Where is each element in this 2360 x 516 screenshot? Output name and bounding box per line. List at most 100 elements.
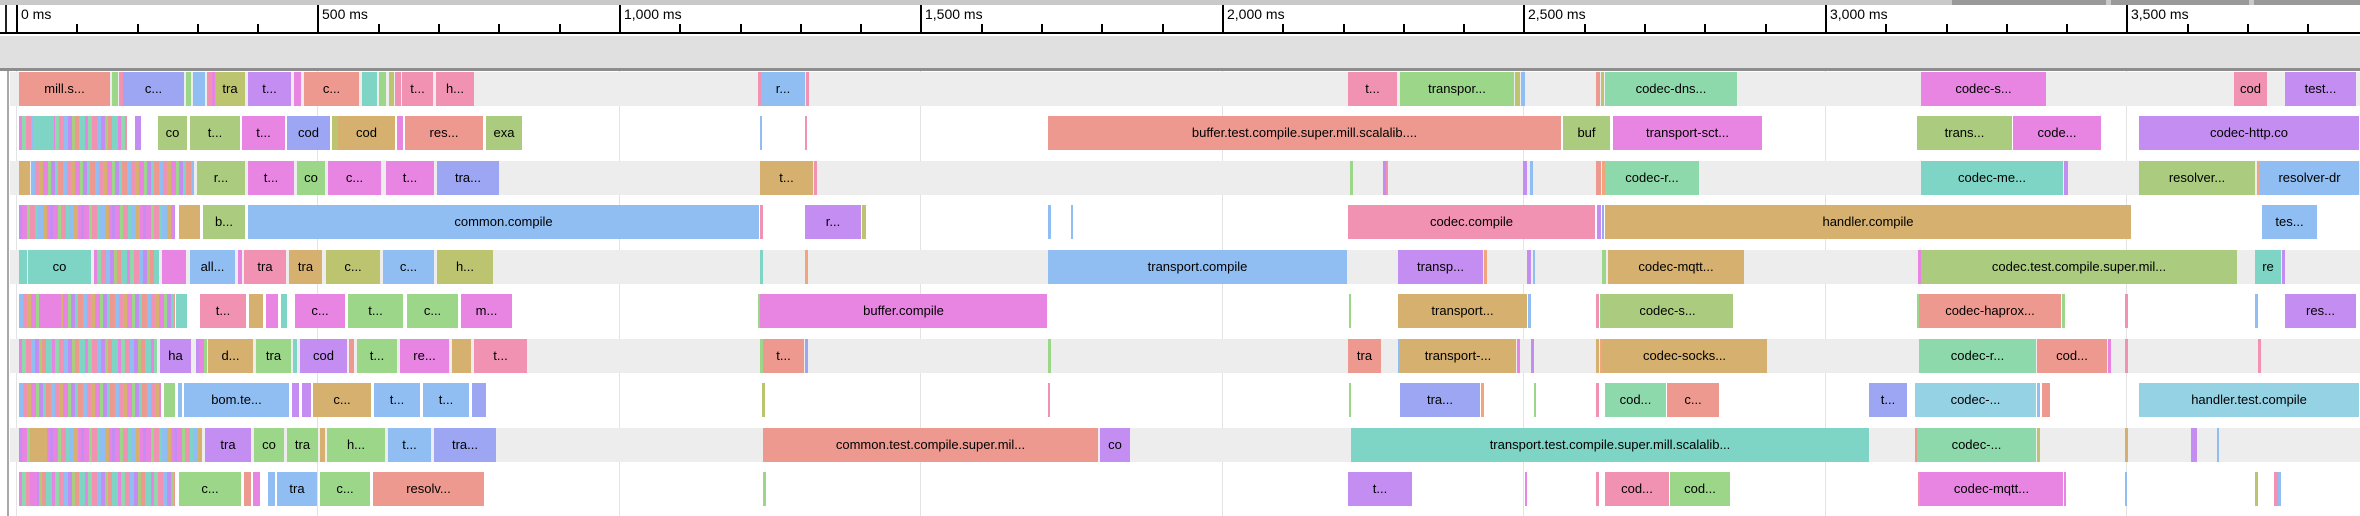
trace-slice[interactable]: res... bbox=[405, 116, 483, 150]
trace-slice[interactable] bbox=[244, 472, 251, 506]
trace-slice[interactable] bbox=[33, 116, 54, 150]
trace-slice[interactable] bbox=[2125, 294, 2128, 328]
trace-slice[interactable]: codec-... bbox=[1917, 428, 2036, 462]
trace-slice[interactable] bbox=[762, 383, 765, 417]
trace-slice[interactable] bbox=[2042, 383, 2050, 417]
trace-slice[interactable] bbox=[281, 294, 287, 328]
trace-slice[interactable] bbox=[758, 294, 760, 328]
trace-slice[interactable] bbox=[162, 250, 186, 284]
trace-slice[interactable]: t... bbox=[374, 383, 420, 417]
trace-sliver-cluster[interactable] bbox=[19, 428, 202, 462]
trace-slice[interactable]: transport-... bbox=[1400, 339, 1516, 373]
trace-slice[interactable] bbox=[1521, 72, 1525, 106]
trace-slice[interactable] bbox=[164, 383, 175, 417]
trace-slice[interactable] bbox=[1071, 205, 1073, 239]
trace-slice[interactable]: t... bbox=[388, 428, 431, 462]
trace-slice[interactable]: bom.te... bbox=[184, 383, 289, 417]
trace-slice[interactable]: codec-dns... bbox=[1605, 72, 1737, 106]
trace-slice[interactable]: common.compile bbox=[248, 205, 759, 239]
trace-slice[interactable] bbox=[1918, 472, 1920, 506]
trace-slice[interactable]: common.test.compile.super.mil... bbox=[763, 428, 1098, 462]
trace-slice[interactable]: handler.compile bbox=[1605, 205, 2131, 239]
trace-slice[interactable]: tra bbox=[215, 72, 245, 106]
trace-slice[interactable]: t... bbox=[248, 161, 294, 195]
trace-slice[interactable] bbox=[2064, 161, 2068, 195]
trace-slice[interactable] bbox=[179, 205, 200, 239]
trace-slice[interactable]: re... bbox=[400, 339, 449, 373]
trace-slice[interactable]: tra... bbox=[434, 428, 496, 462]
trace-slice[interactable]: resolver... bbox=[2139, 161, 2255, 195]
trace-slice[interactable]: c... bbox=[313, 383, 371, 417]
trace-slice[interactable] bbox=[238, 250, 242, 284]
trace-slice[interactable]: t... bbox=[1869, 383, 1907, 417]
trace-slice[interactable]: h... bbox=[437, 250, 493, 284]
trace-slice[interactable]: codec-me... bbox=[1921, 161, 2063, 195]
trace-slice[interactable] bbox=[760, 205, 763, 239]
trace-slice[interactable]: t... bbox=[248, 72, 291, 106]
trace-slice[interactable]: r... bbox=[761, 72, 805, 106]
trace-slice[interactable] bbox=[30, 472, 37, 506]
trace-slice[interactable]: codec-... bbox=[1915, 383, 2036, 417]
trace-slice[interactable] bbox=[1596, 72, 1600, 106]
trace-slice[interactable] bbox=[2191, 428, 2197, 462]
trace-slice[interactable] bbox=[1600, 339, 1602, 373]
trace-slice[interactable] bbox=[2255, 472, 2258, 506]
trace-slice[interactable] bbox=[349, 339, 354, 373]
trace-slice[interactable]: t... bbox=[1348, 472, 1412, 506]
trace-slice[interactable] bbox=[249, 294, 263, 328]
trace-slice[interactable] bbox=[2125, 428, 2128, 462]
trace-sliver-cluster[interactable] bbox=[19, 339, 157, 373]
trace-slice[interactable] bbox=[1398, 339, 1400, 373]
trace-slice[interactable]: t... bbox=[760, 161, 813, 195]
trace-slice[interactable] bbox=[268, 472, 275, 506]
trace-slice[interactable]: tra... bbox=[1400, 383, 1480, 417]
scrollbar-segment[interactable] bbox=[2254, 0, 2360, 5]
trace-slice[interactable]: codec-mqtt... bbox=[1608, 250, 1744, 284]
trace-slice[interactable]: c... bbox=[407, 294, 458, 328]
trace-slice[interactable] bbox=[805, 339, 808, 373]
trace-slice[interactable] bbox=[1386, 161, 1388, 195]
top-scrollbar-strip[interactable] bbox=[0, 0, 2360, 5]
trace-slice[interactable]: t... bbox=[423, 383, 469, 417]
trace-slice[interactable] bbox=[1596, 472, 1599, 506]
trace-slice[interactable]: co bbox=[254, 428, 284, 462]
trace-sliver-cluster[interactable] bbox=[19, 383, 161, 417]
trace-slice[interactable] bbox=[760, 250, 763, 284]
flame-chart-tracks[interactable]: mill.s... c... tra t... c... t... h... r... t...… bbox=[0, 71, 2360, 516]
trace-slice[interactable]: transport-sct... bbox=[1613, 116, 1762, 150]
trace-slice[interactable]: codec-s... bbox=[1602, 294, 1733, 328]
trace-slice[interactable]: c... bbox=[295, 294, 345, 328]
trace-slice[interactable] bbox=[1048, 205, 1051, 239]
trace-slice[interactable]: t... bbox=[763, 339, 804, 373]
trace-slice[interactable]: buffer.test.compile.super.mill.scalalib.… bbox=[1048, 116, 1561, 150]
trace-slice[interactable]: codec-r... bbox=[1919, 339, 2036, 373]
trace-slice[interactable] bbox=[186, 72, 191, 106]
trace-slice[interactable]: cod bbox=[300, 339, 347, 373]
trace-slice[interactable] bbox=[1517, 339, 1520, 373]
trace-slice[interactable]: trans... bbox=[1917, 116, 2012, 150]
trace-slice[interactable] bbox=[253, 472, 260, 506]
trace-slice[interactable]: test... bbox=[2285, 72, 2356, 106]
trace-sliver-cluster[interactable] bbox=[19, 205, 175, 239]
trace-slice[interactable] bbox=[2037, 383, 2040, 417]
trace-slice[interactable] bbox=[1531, 339, 1534, 373]
trace-slice[interactable] bbox=[1596, 161, 1601, 195]
trace-slice[interactable] bbox=[193, 72, 205, 106]
trace-slice[interactable] bbox=[2217, 428, 2219, 462]
trace-slice[interactable] bbox=[1048, 383, 1050, 417]
trace-slice[interactable] bbox=[40, 294, 61, 328]
trace-slice[interactable]: resolv... bbox=[373, 472, 484, 506]
trace-slice[interactable] bbox=[760, 116, 762, 150]
trace-slice[interactable]: cod... bbox=[1605, 383, 1666, 417]
trace-sliver-cluster[interactable] bbox=[94, 250, 159, 284]
trace-slice[interactable] bbox=[2108, 339, 2111, 373]
trace-slice[interactable] bbox=[1534, 383, 1536, 417]
trace-slice[interactable]: t... bbox=[200, 294, 246, 328]
trace-slice[interactable]: b... bbox=[203, 205, 245, 239]
trace-slice[interactable] bbox=[1596, 294, 1599, 328]
trace-slice[interactable] bbox=[293, 339, 297, 373]
trace-slice[interactable] bbox=[1596, 383, 1599, 417]
trace-slice[interactable]: mill.s... bbox=[19, 72, 110, 106]
trace-slice[interactable] bbox=[362, 72, 377, 106]
trace-slice[interactable]: buf bbox=[1563, 116, 1610, 150]
